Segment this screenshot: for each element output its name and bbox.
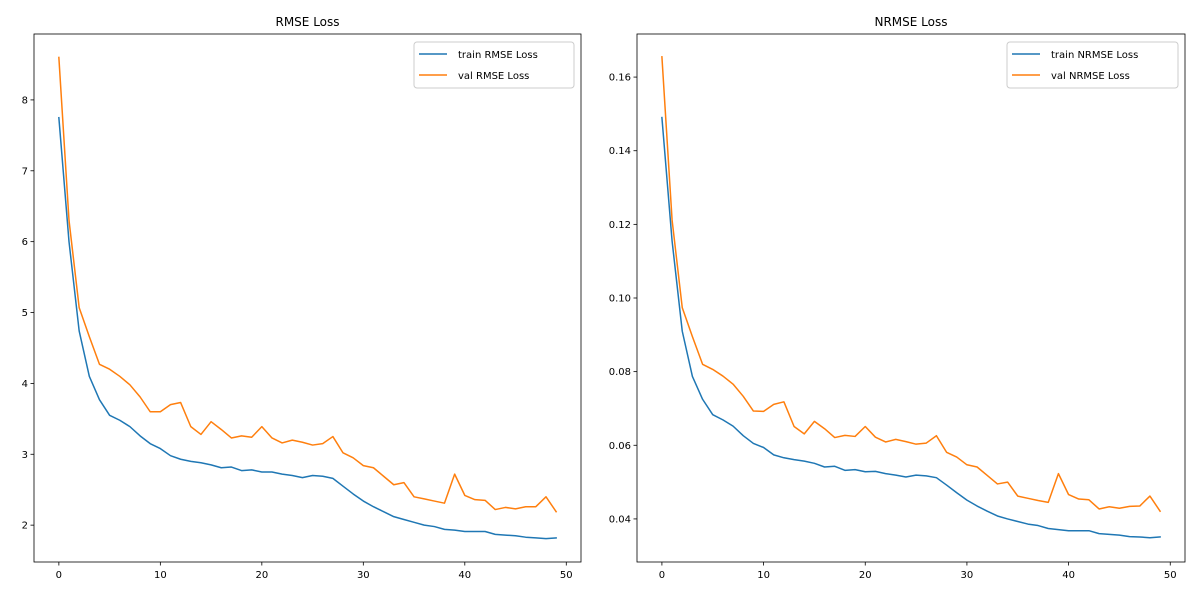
legend-label-0: train RMSE Loss — [458, 50, 538, 61]
x-tick-label: 30 — [961, 570, 974, 581]
y-tick-label: 8 — [22, 95, 28, 106]
legend-box — [1006, 41, 1179, 89]
y-tick-label: 0.08 — [609, 367, 631, 378]
nrmse-loss-chart: NRMSE Loss 0 10 20 30 40 50 0.04 0.06 0.08 0.10 0.1… — [609, 15, 1186, 581]
y-tick-label: 0.12 — [609, 220, 631, 231]
x-tick-label: 40 — [458, 570, 471, 581]
legend-label-0: train NRMSE Loss — [1051, 50, 1138, 61]
x-tick-label: 50 — [560, 570, 573, 581]
rmse-loss-chart: RMSE Loss 0 10 20 30 40 50 2 3 4 5 6 7 8 train RMSE Lo… — [22, 15, 582, 581]
y-tick-label: 0.10 — [609, 294, 631, 305]
series-line-0 — [58, 116, 557, 540]
legend: train RMSE Loss val RMSE Loss — [413, 41, 575, 89]
series-line-1 — [661, 56, 1162, 513]
axes-frame — [33, 33, 582, 563]
axes-frame — [636, 33, 1186, 563]
chart-title: RMSE Loss — [275, 15, 339, 29]
y-tick-label: 3 — [22, 450, 28, 461]
legend-label-1: val NRMSE Loss — [1051, 71, 1130, 82]
y-tick-label: 4 — [22, 379, 28, 390]
x-tick-label: 40 — [1062, 570, 1075, 581]
legend-label-1: val RMSE Loss — [458, 71, 529, 82]
x-tick-label: 20 — [859, 570, 872, 581]
y-tick-label: 0.16 — [609, 73, 631, 84]
x-tick-label: 30 — [357, 570, 370, 581]
x-tick-label: 50 — [1164, 570, 1177, 581]
x-tick-label: 10 — [154, 570, 167, 581]
x-tick-label: 0 — [56, 570, 62, 581]
legend-box — [413, 41, 575, 89]
x-tick-label: 10 — [757, 570, 770, 581]
x-tick-label: 20 — [255, 570, 268, 581]
legend: train NRMSE Loss val NRMSE Loss — [1006, 41, 1179, 89]
y-tick-label: 7 — [22, 166, 28, 177]
chart-title: NRMSE Loss — [874, 15, 947, 29]
y-tick-label: 6 — [22, 237, 28, 248]
y-tick-label: 0.04 — [609, 514, 631, 525]
y-tick-label: 0.14 — [609, 146, 631, 157]
x-tick-label: 0 — [659, 570, 665, 581]
y-tick-label: 2 — [22, 521, 28, 532]
series-line-1 — [58, 56, 558, 513]
y-tick-label: 5 — [22, 308, 28, 319]
series-line-0 — [661, 116, 1161, 539]
y-tick-label: 0.06 — [609, 441, 631, 452]
